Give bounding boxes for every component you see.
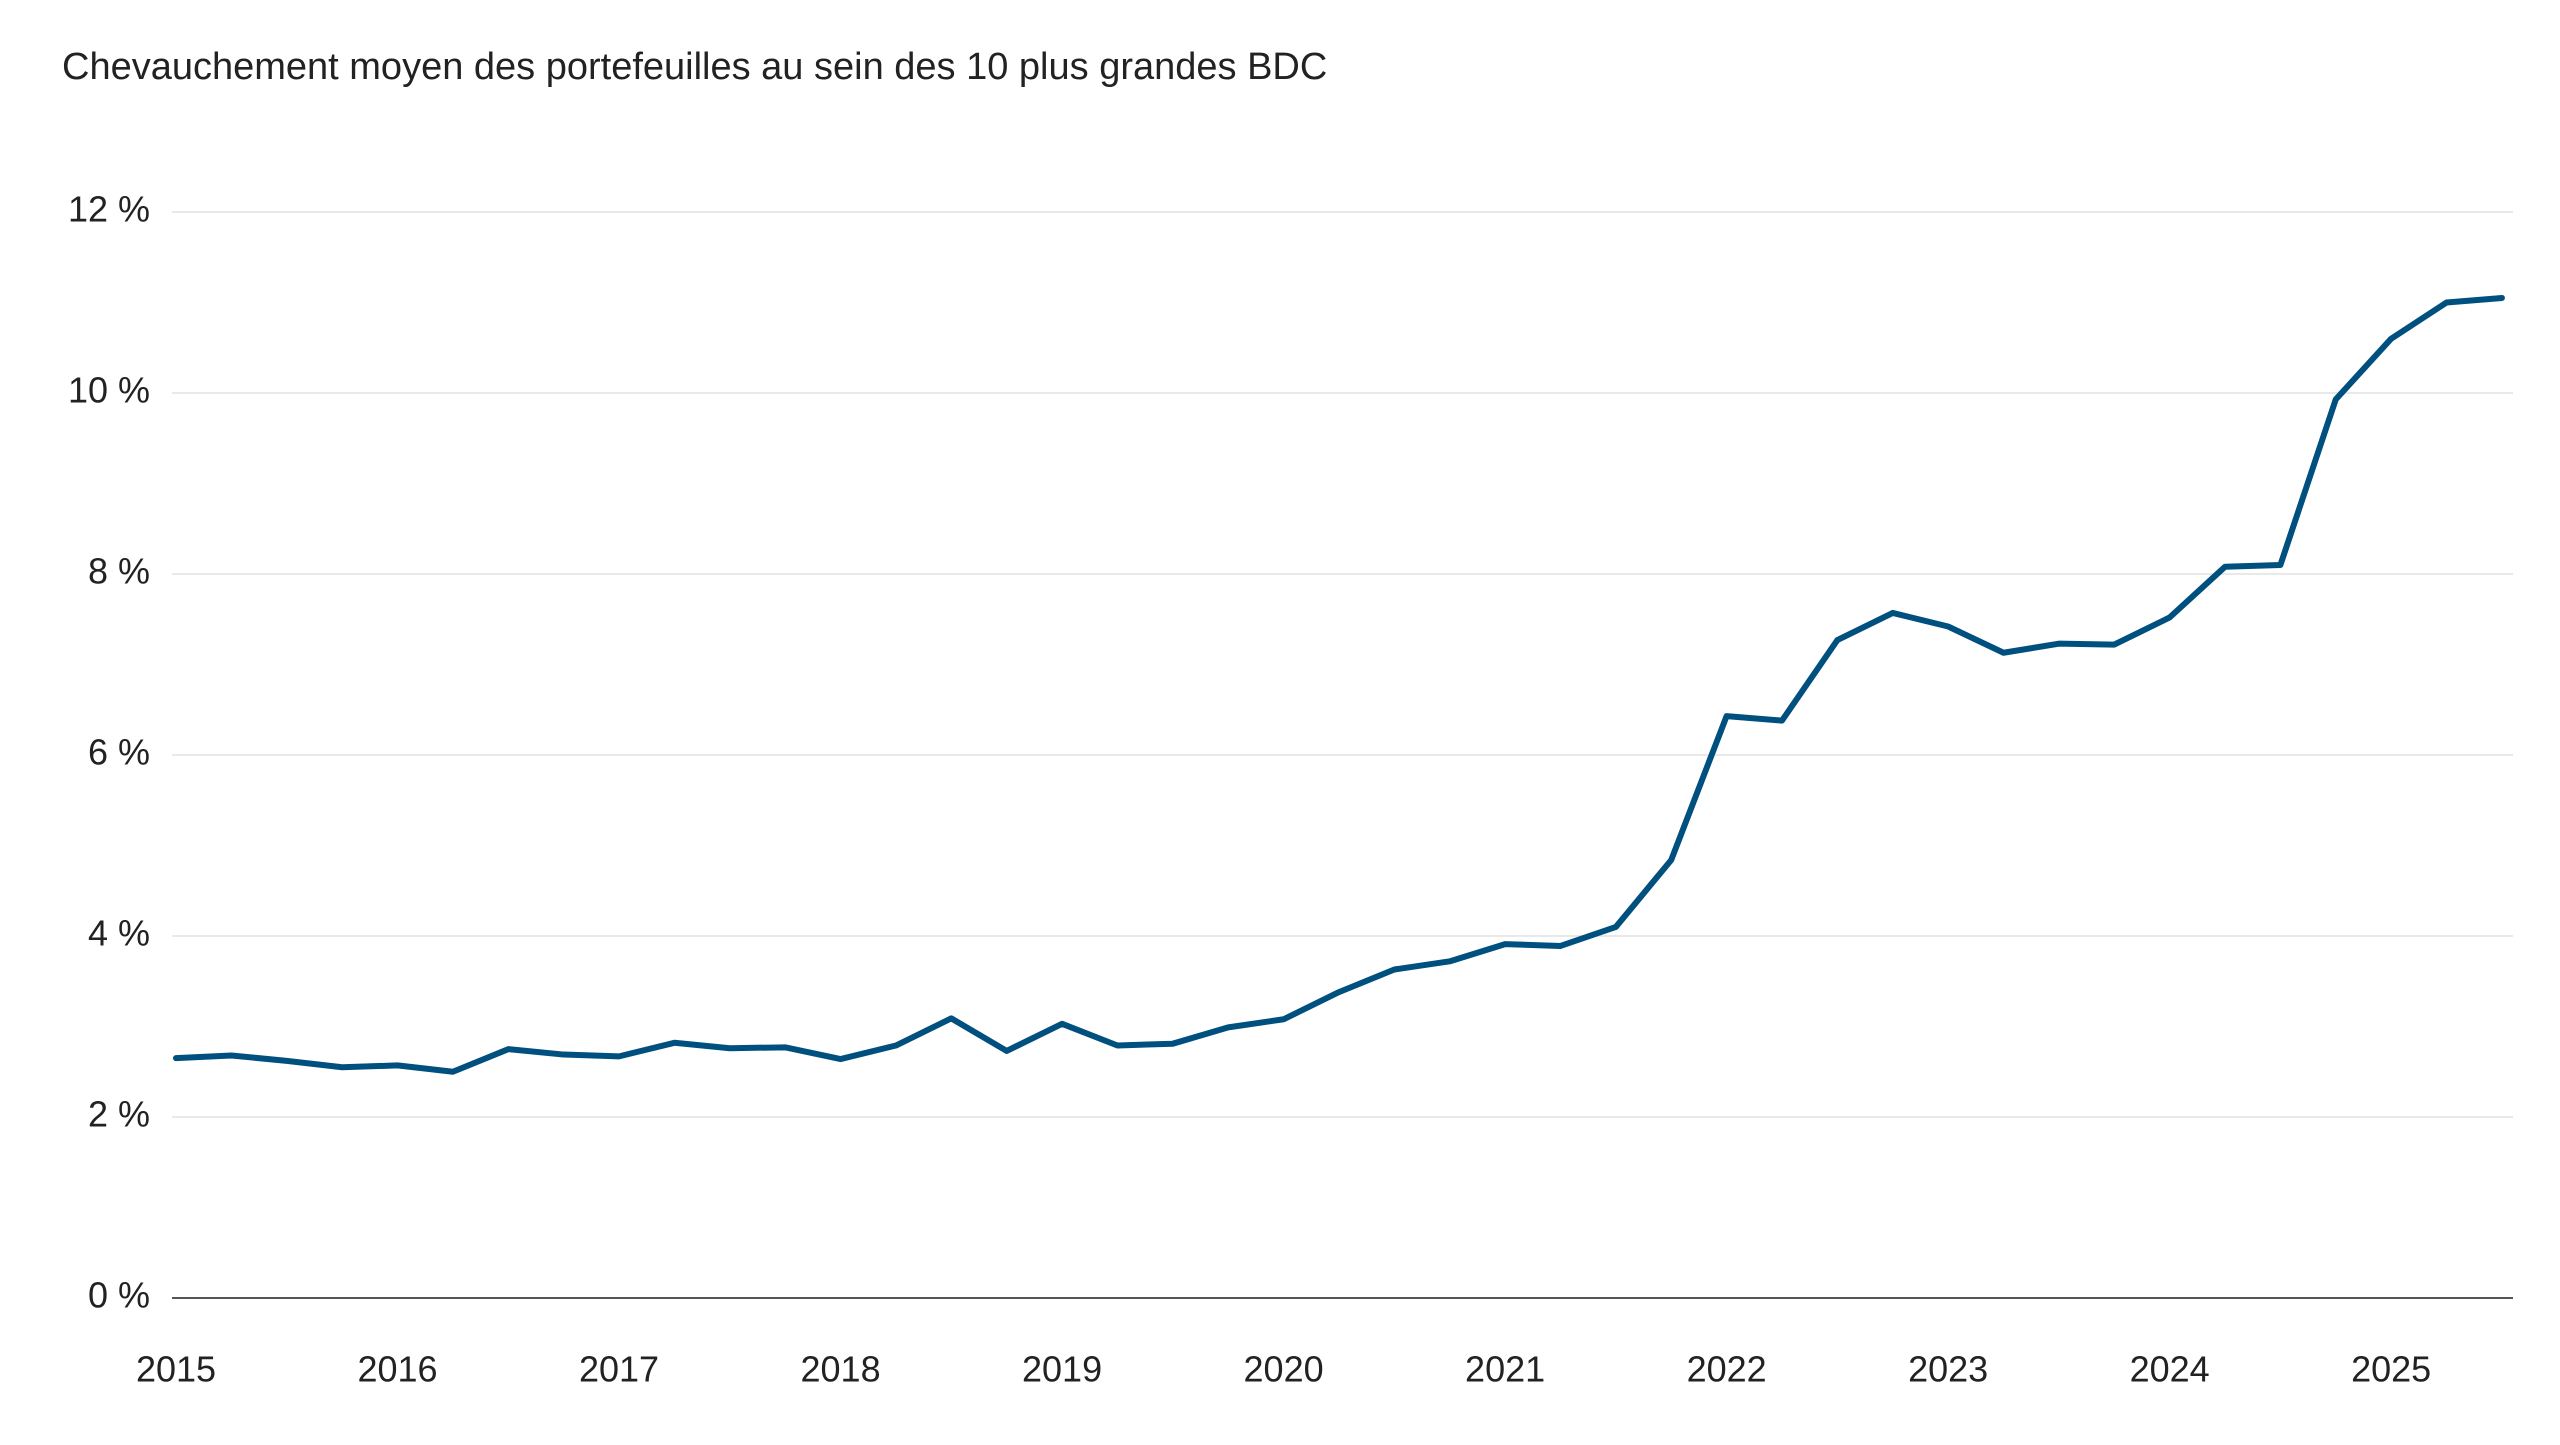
y-tick-label: 2 % — [88, 1094, 150, 1135]
x-tick-label: 2024 — [2130, 1349, 2210, 1390]
x-tick-label: 2018 — [801, 1349, 881, 1390]
x-tick-label: 2020 — [1244, 1349, 1324, 1390]
x-tick-label: 2015 — [136, 1349, 216, 1390]
chart-title: Chevauchement moyen des portefeuilles au… — [62, 46, 1327, 88]
x-tick-label: 2022 — [1687, 1349, 1767, 1390]
y-tick-label: 10 % — [68, 370, 150, 411]
x-tick-label: 2019 — [1022, 1349, 1102, 1390]
x-tick-label: 2025 — [2351, 1349, 2431, 1390]
x-tick-label: 2021 — [1465, 1349, 1545, 1390]
y-tick-label: 12 % — [68, 189, 150, 230]
x-tick-label: 2017 — [579, 1349, 659, 1390]
x-tick-label: 2023 — [1908, 1349, 1988, 1390]
x-tick-label: 2016 — [357, 1349, 437, 1390]
y-tick-label: 8 % — [88, 551, 150, 592]
y-tick-label: 0 % — [88, 1275, 150, 1316]
data-line — [173, 294, 2505, 1075]
y-tick-label: 4 % — [88, 913, 150, 954]
y-tick-label: 6 % — [88, 732, 150, 773]
